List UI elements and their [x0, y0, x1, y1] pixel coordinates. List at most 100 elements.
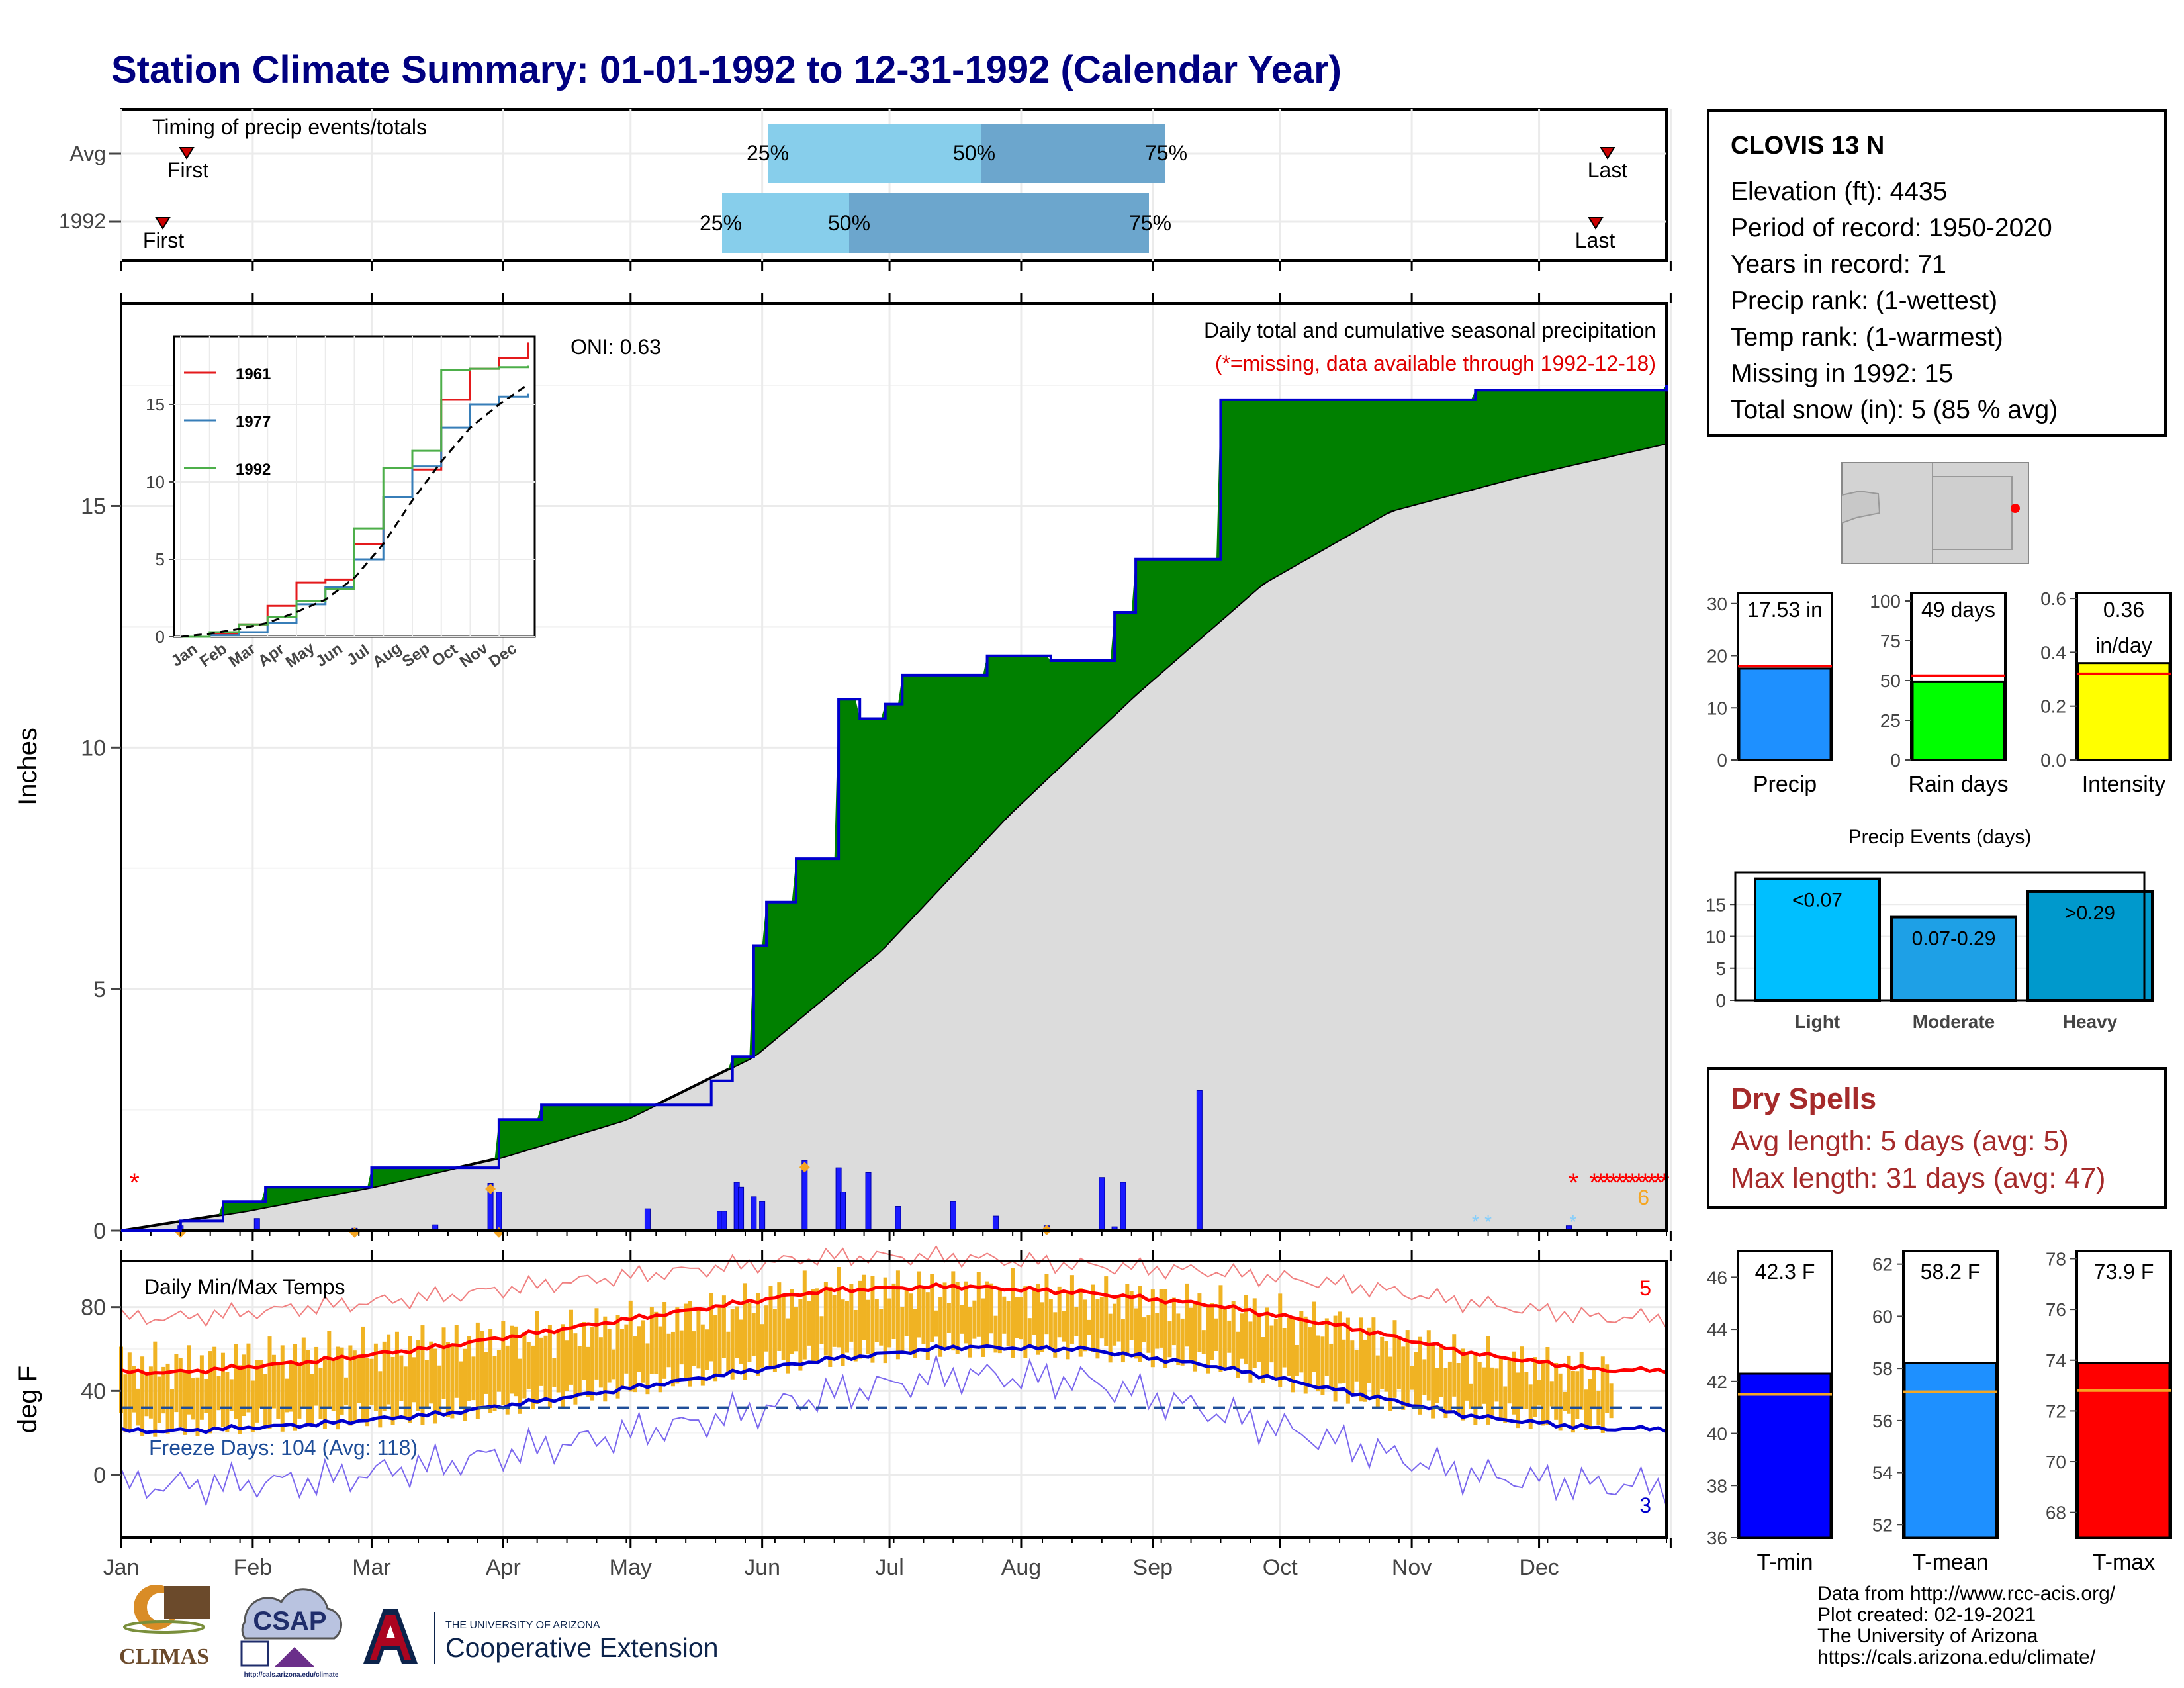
daily-temp-bar: [488, 1329, 493, 1414]
temp-panel: Daily Min/Max Temps Freeze Days: 104 (Av…: [13, 1244, 1672, 1580]
tick-label: 38: [1707, 1476, 1727, 1496]
daily-temp-bar: [144, 1372, 149, 1417]
daily-temp-bar: [815, 1288, 820, 1365]
ua-small-text: THE UNIVERSITY OF ARIZONA: [445, 1620, 600, 1631]
daily-temp-bar: [1507, 1358, 1512, 1404]
daily-temp-bar: [577, 1346, 582, 1397]
daily-temp-bar: [505, 1345, 510, 1415]
daily-temp-bar: [1057, 1286, 1062, 1338]
daily-temp-bar: [1002, 1296, 1007, 1334]
daily-precip-bar: [895, 1206, 901, 1231]
avg-p75-label: 75%: [1145, 141, 1187, 165]
tick-label: 76: [2046, 1299, 2066, 1320]
daily-temp-bar: [293, 1344, 298, 1431]
daily-temp-bar: [1414, 1352, 1418, 1406]
month-label: Oct: [1263, 1555, 1298, 1580]
daily-temp-bar: [1091, 1284, 1095, 1352]
daily-temp-bar: [361, 1326, 365, 1419]
daily-temp-bar: [1295, 1344, 1299, 1376]
daily-temp-bar: [968, 1307, 972, 1358]
daily-temp-bar: [1040, 1302, 1045, 1352]
daily-temp-bar: [382, 1341, 387, 1411]
daily-temp-bar: [547, 1325, 552, 1408]
daily-temp-bar: [1142, 1317, 1146, 1343]
tick-label: 40: [81, 1379, 106, 1404]
tmean-bar: [1903, 1362, 1997, 1539]
temp-title: Daily Min/Max Temps: [144, 1275, 345, 1299]
daily-temp-bar: [1498, 1356, 1503, 1421]
precip-bar: [1738, 667, 1832, 761]
missing-marker: *: [1569, 1168, 1579, 1197]
daily-temp-bar: [883, 1277, 887, 1364]
daily-temp-bar: [1265, 1307, 1270, 1378]
daily-temp-bar: [445, 1342, 450, 1418]
page-title: Station Climate Summary: 01-01-1992 to 1…: [111, 48, 1342, 91]
daily-temp-bar: [1036, 1283, 1040, 1355]
daily-temp-bar: [569, 1309, 573, 1385]
precip-ylabel: Inches: [13, 727, 42, 806]
daily-temp-bar: [1083, 1299, 1087, 1352]
events-border: [1734, 871, 2146, 1002]
daily-temp-bar: [1567, 1355, 1571, 1414]
daily-temp-bar: [285, 1378, 289, 1413]
inset-line-avg: [180, 383, 529, 638]
tick-label: 100: [1870, 591, 1901, 612]
daily-temp-bar: [1087, 1319, 1091, 1335]
daily-temp-bar: [220, 1352, 225, 1427]
daily-temp-bar: [1146, 1315, 1151, 1353]
daily-temp-bar: [607, 1329, 612, 1383]
avg-last-marker: [1600, 147, 1615, 160]
tick-label: 10: [1706, 927, 1726, 947]
daily-temp-bar: [1431, 1343, 1435, 1419]
y1992-first-marker: [155, 217, 171, 230]
daily-temp-bar: [951, 1271, 956, 1351]
daily-temp-bar: [229, 1379, 234, 1411]
daily-temp-bar: [437, 1365, 442, 1413]
daily-temp-bar: [573, 1333, 578, 1405]
station-name: CLOVIS 13 N: [1731, 132, 1885, 160]
daily-temp-bar: [993, 1315, 998, 1353]
daily-temp-bar: [454, 1325, 459, 1398]
tmax-bar: [2077, 1362, 2171, 1539]
y1992-last-label: Last: [1575, 228, 1615, 252]
daily-temp-bar: [195, 1377, 200, 1436]
daily-temp-bar: [760, 1324, 764, 1368]
daily-temp-bar: [1006, 1301, 1011, 1346]
daily-temp-bar: [1261, 1337, 1265, 1383]
daily-temp-bar: [938, 1297, 943, 1357]
daily-temp-bar: [828, 1286, 833, 1367]
daily-temp-bar: [543, 1335, 548, 1401]
daily-temp-bar: [1273, 1319, 1278, 1380]
daily-temp-bar: [641, 1320, 646, 1383]
tick-label: 15: [146, 395, 165, 414]
daily-temp-bar: [522, 1332, 527, 1399]
daily-temp-bar: [1554, 1362, 1559, 1420]
daily-temp-bar: [1099, 1297, 1104, 1339]
daily-temp-bar: [1609, 1383, 1614, 1419]
daily-temp-bar: [866, 1299, 871, 1354]
daily-temp-bar: [531, 1345, 535, 1409]
tick-label: 0: [93, 1463, 106, 1488]
daily-temp-bar: [925, 1292, 930, 1360]
footer-line: Data from http://www.rcc-acis.org/: [1817, 1583, 2116, 1605]
ua-large-text: Cooperative Extension: [445, 1632, 719, 1663]
tick-label: 78: [2046, 1248, 2066, 1269]
daily-temp-bar: [216, 1376, 221, 1411]
timing-row-label-1992: 1992: [59, 209, 106, 233]
tmin-label: T-min: [1757, 1550, 1813, 1575]
daily-temp-bar: [713, 1315, 718, 1382]
daily-temp-bar: [1447, 1361, 1452, 1413]
daily-temp-bar: [1443, 1368, 1448, 1419]
daily-precip-bar: [1120, 1182, 1126, 1231]
daily-temp-bar: [352, 1350, 357, 1421]
event-bar-label: <0.07: [1792, 890, 1843, 912]
daily-temp-bar: [985, 1281, 989, 1346]
daily-temp-bar: [373, 1343, 378, 1411]
raindays-label: Rain days: [1908, 772, 2008, 797]
avg-min-line: [120, 1344, 1667, 1434]
daily-temp-bar: [1363, 1339, 1367, 1402]
record-high-count: 5: [1639, 1276, 1651, 1300]
station-line: Years in record: 71: [1731, 250, 1946, 279]
daily-temp-bar: [1324, 1318, 1329, 1376]
